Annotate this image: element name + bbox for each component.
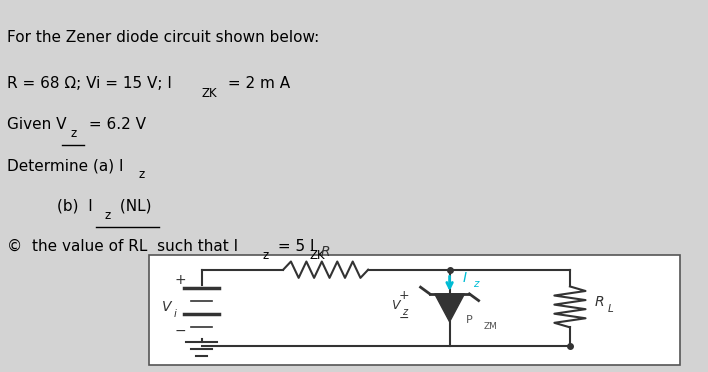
Text: z: z — [104, 209, 110, 222]
Text: (NL): (NL) — [115, 199, 152, 214]
Text: −: − — [175, 324, 186, 338]
Text: For the Zener diode circuit shown below:: For the Zener diode circuit shown below: — [7, 30, 319, 45]
Text: V: V — [391, 299, 399, 312]
Text: ©  the value of RL  such that I: © the value of RL such that I — [7, 239, 238, 254]
Text: ZK: ZK — [202, 87, 217, 99]
Text: P: P — [466, 315, 473, 325]
Text: z: z — [70, 128, 76, 140]
Text: Given V: Given V — [7, 117, 67, 132]
FancyBboxPatch shape — [149, 255, 680, 365]
Text: z: z — [473, 279, 479, 289]
Text: Determine (a) I: Determine (a) I — [7, 158, 124, 173]
Text: L: L — [607, 304, 613, 314]
Text: z: z — [263, 249, 269, 262]
Text: ZK: ZK — [309, 249, 325, 262]
Text: +: + — [398, 289, 409, 302]
Text: (b)  I: (b) I — [57, 199, 92, 214]
Text: = 6.2 V: = 6.2 V — [84, 117, 146, 132]
Text: i: i — [173, 309, 176, 318]
Text: ZM: ZM — [484, 322, 498, 331]
Text: = 2 m A: = 2 m A — [223, 76, 290, 91]
Text: z: z — [139, 169, 145, 181]
Text: V: V — [161, 300, 171, 314]
Text: −: − — [399, 312, 409, 324]
Polygon shape — [435, 294, 464, 322]
Text: R: R — [321, 245, 331, 259]
Text: = 5 I: = 5 I — [273, 239, 314, 254]
Text: +: + — [175, 273, 186, 287]
Text: R: R — [595, 295, 605, 310]
Text: R = 68 Ω; Vi = 15 V; I: R = 68 Ω; Vi = 15 V; I — [7, 76, 172, 91]
Text: z: z — [402, 307, 408, 317]
Text: I: I — [463, 271, 467, 285]
